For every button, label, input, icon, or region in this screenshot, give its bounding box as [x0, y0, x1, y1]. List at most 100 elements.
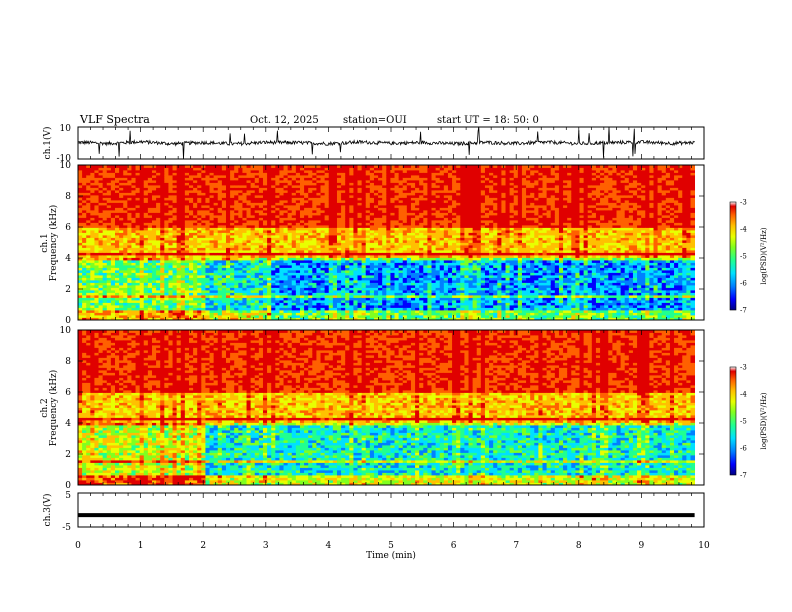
spectrogram-cell [373, 272, 379, 276]
spectrogram-cell [312, 195, 317, 198]
spectrogram-cell [147, 295, 153, 298]
spectrogram-cell [180, 255, 186, 258]
spectrogram-cell [94, 200, 99, 203]
spectrogram-cell [90, 197, 95, 201]
spectrogram-cell [271, 185, 276, 188]
spectrogram-cell [188, 292, 194, 296]
spectrogram-cell [349, 185, 354, 188]
spectrogram-cell [164, 295, 169, 298]
spectrogram-cell [308, 280, 313, 283]
spectrogram-cell [119, 265, 124, 268]
spectrogram-cell [78, 167, 83, 171]
spectrogram-cell [201, 307, 206, 311]
spectrogram-cell [160, 205, 165, 208]
spectrogram-cell [176, 207, 182, 211]
spectrogram-cell [279, 250, 284, 253]
spectrogram-cell [193, 317, 198, 321]
spectrogram-cell [78, 165, 83, 168]
spectrogram-cell [254, 205, 260, 208]
spectrogram-cell [151, 287, 157, 291]
spectrogram-cell [312, 255, 317, 258]
spectrogram-cell [221, 250, 227, 253]
spectrogram-cell [90, 182, 95, 186]
spectrogram-cell [217, 275, 223, 278]
spectrogram-cell [98, 225, 104, 228]
spectrogram-cell [349, 187, 354, 191]
spectrogram-cell [201, 277, 206, 281]
spectrogram-cell [373, 190, 379, 193]
spectrogram-cell [336, 255, 342, 258]
spectrogram-cell [234, 285, 239, 288]
spectrogram-cell [283, 210, 289, 213]
spectrogram-cell [147, 242, 153, 246]
spectrogram-cell [106, 167, 112, 171]
spectrogram-cell [308, 165, 313, 168]
spectrogram-cell [135, 167, 141, 171]
spectrogram-cell [332, 282, 338, 286]
spectrogram-cell [295, 290, 301, 293]
spectrogram-cell [98, 172, 104, 176]
spectrogram-cell [205, 222, 210, 226]
spectrogram-cell [382, 215, 387, 218]
spectrogram-cell [106, 305, 112, 308]
spectrogram-cell [332, 255, 338, 258]
spectrogram-cell [332, 220, 338, 223]
spectrogram-cell [258, 315, 264, 318]
spectrogram-cell [295, 282, 301, 286]
spectrogram-cell [221, 185, 227, 188]
spectrogram-cell [127, 180, 132, 183]
spectrogram-cell [172, 177, 178, 181]
spectrogram-cell [378, 285, 383, 288]
spectrogram-cell [143, 205, 149, 208]
spectrogram-cell [328, 240, 334, 243]
spectrogram-cell [197, 185, 202, 188]
spectrogram-cell [98, 217, 104, 221]
spectrogram-cell [90, 235, 95, 238]
spectrogram-cell [308, 170, 313, 173]
spectrogram-cell [164, 197, 169, 201]
spectrogram-cell [180, 170, 186, 173]
spectrogram-cell [180, 295, 186, 298]
spectrogram-cell [316, 282, 321, 286]
spectrogram-cell [230, 292, 235, 296]
spectrogram-cell [373, 237, 379, 241]
spectrogram-cell [90, 217, 95, 221]
spectrogram-cell [304, 300, 309, 303]
spectrogram-cell [234, 212, 239, 216]
spectrogram-cell [287, 242, 293, 246]
spectrogram-cell [230, 212, 235, 216]
spectrogram-cell [180, 287, 186, 291]
spectrogram-cell [398, 272, 404, 276]
spectrogram-cell [164, 172, 169, 176]
spectrogram-cell [295, 205, 301, 208]
spectrogram-cell [365, 240, 371, 243]
spectrogram-cell [394, 227, 400, 231]
spectrogram-cell [357, 290, 363, 293]
spectrogram-cell [353, 185, 358, 188]
spectrogram-cell [291, 207, 297, 211]
spectrogram-cell [172, 277, 178, 281]
spectrogram-cell [242, 190, 247, 193]
spectrogram-cell [184, 195, 190, 198]
spectrogram-cell [205, 257, 210, 261]
spectrogram-cell [242, 272, 247, 276]
spectrogram-cell [382, 200, 387, 203]
spectrogram-cell [336, 292, 342, 296]
spectrogram-cell [279, 167, 284, 171]
spectrogram-cell [382, 222, 387, 226]
spectrogram-cell [246, 230, 252, 233]
spectrogram-cell [287, 287, 293, 291]
spectrogram-cell [275, 170, 280, 173]
spectrogram-cell [234, 197, 239, 201]
spectrogram-cell [275, 210, 280, 213]
spectrogram-cell [238, 287, 243, 291]
spectrogram-cell [164, 252, 169, 256]
spectrogram-cell [217, 257, 223, 261]
spectrogram-cell [295, 312, 301, 316]
spectrogram-cell [382, 195, 387, 198]
spectrogram-cell [135, 220, 141, 223]
spectrogram-cell [230, 192, 235, 196]
spectrogram-cell [373, 302, 379, 306]
spectrogram-cell [341, 260, 346, 263]
spectrogram-cell [86, 205, 91, 208]
